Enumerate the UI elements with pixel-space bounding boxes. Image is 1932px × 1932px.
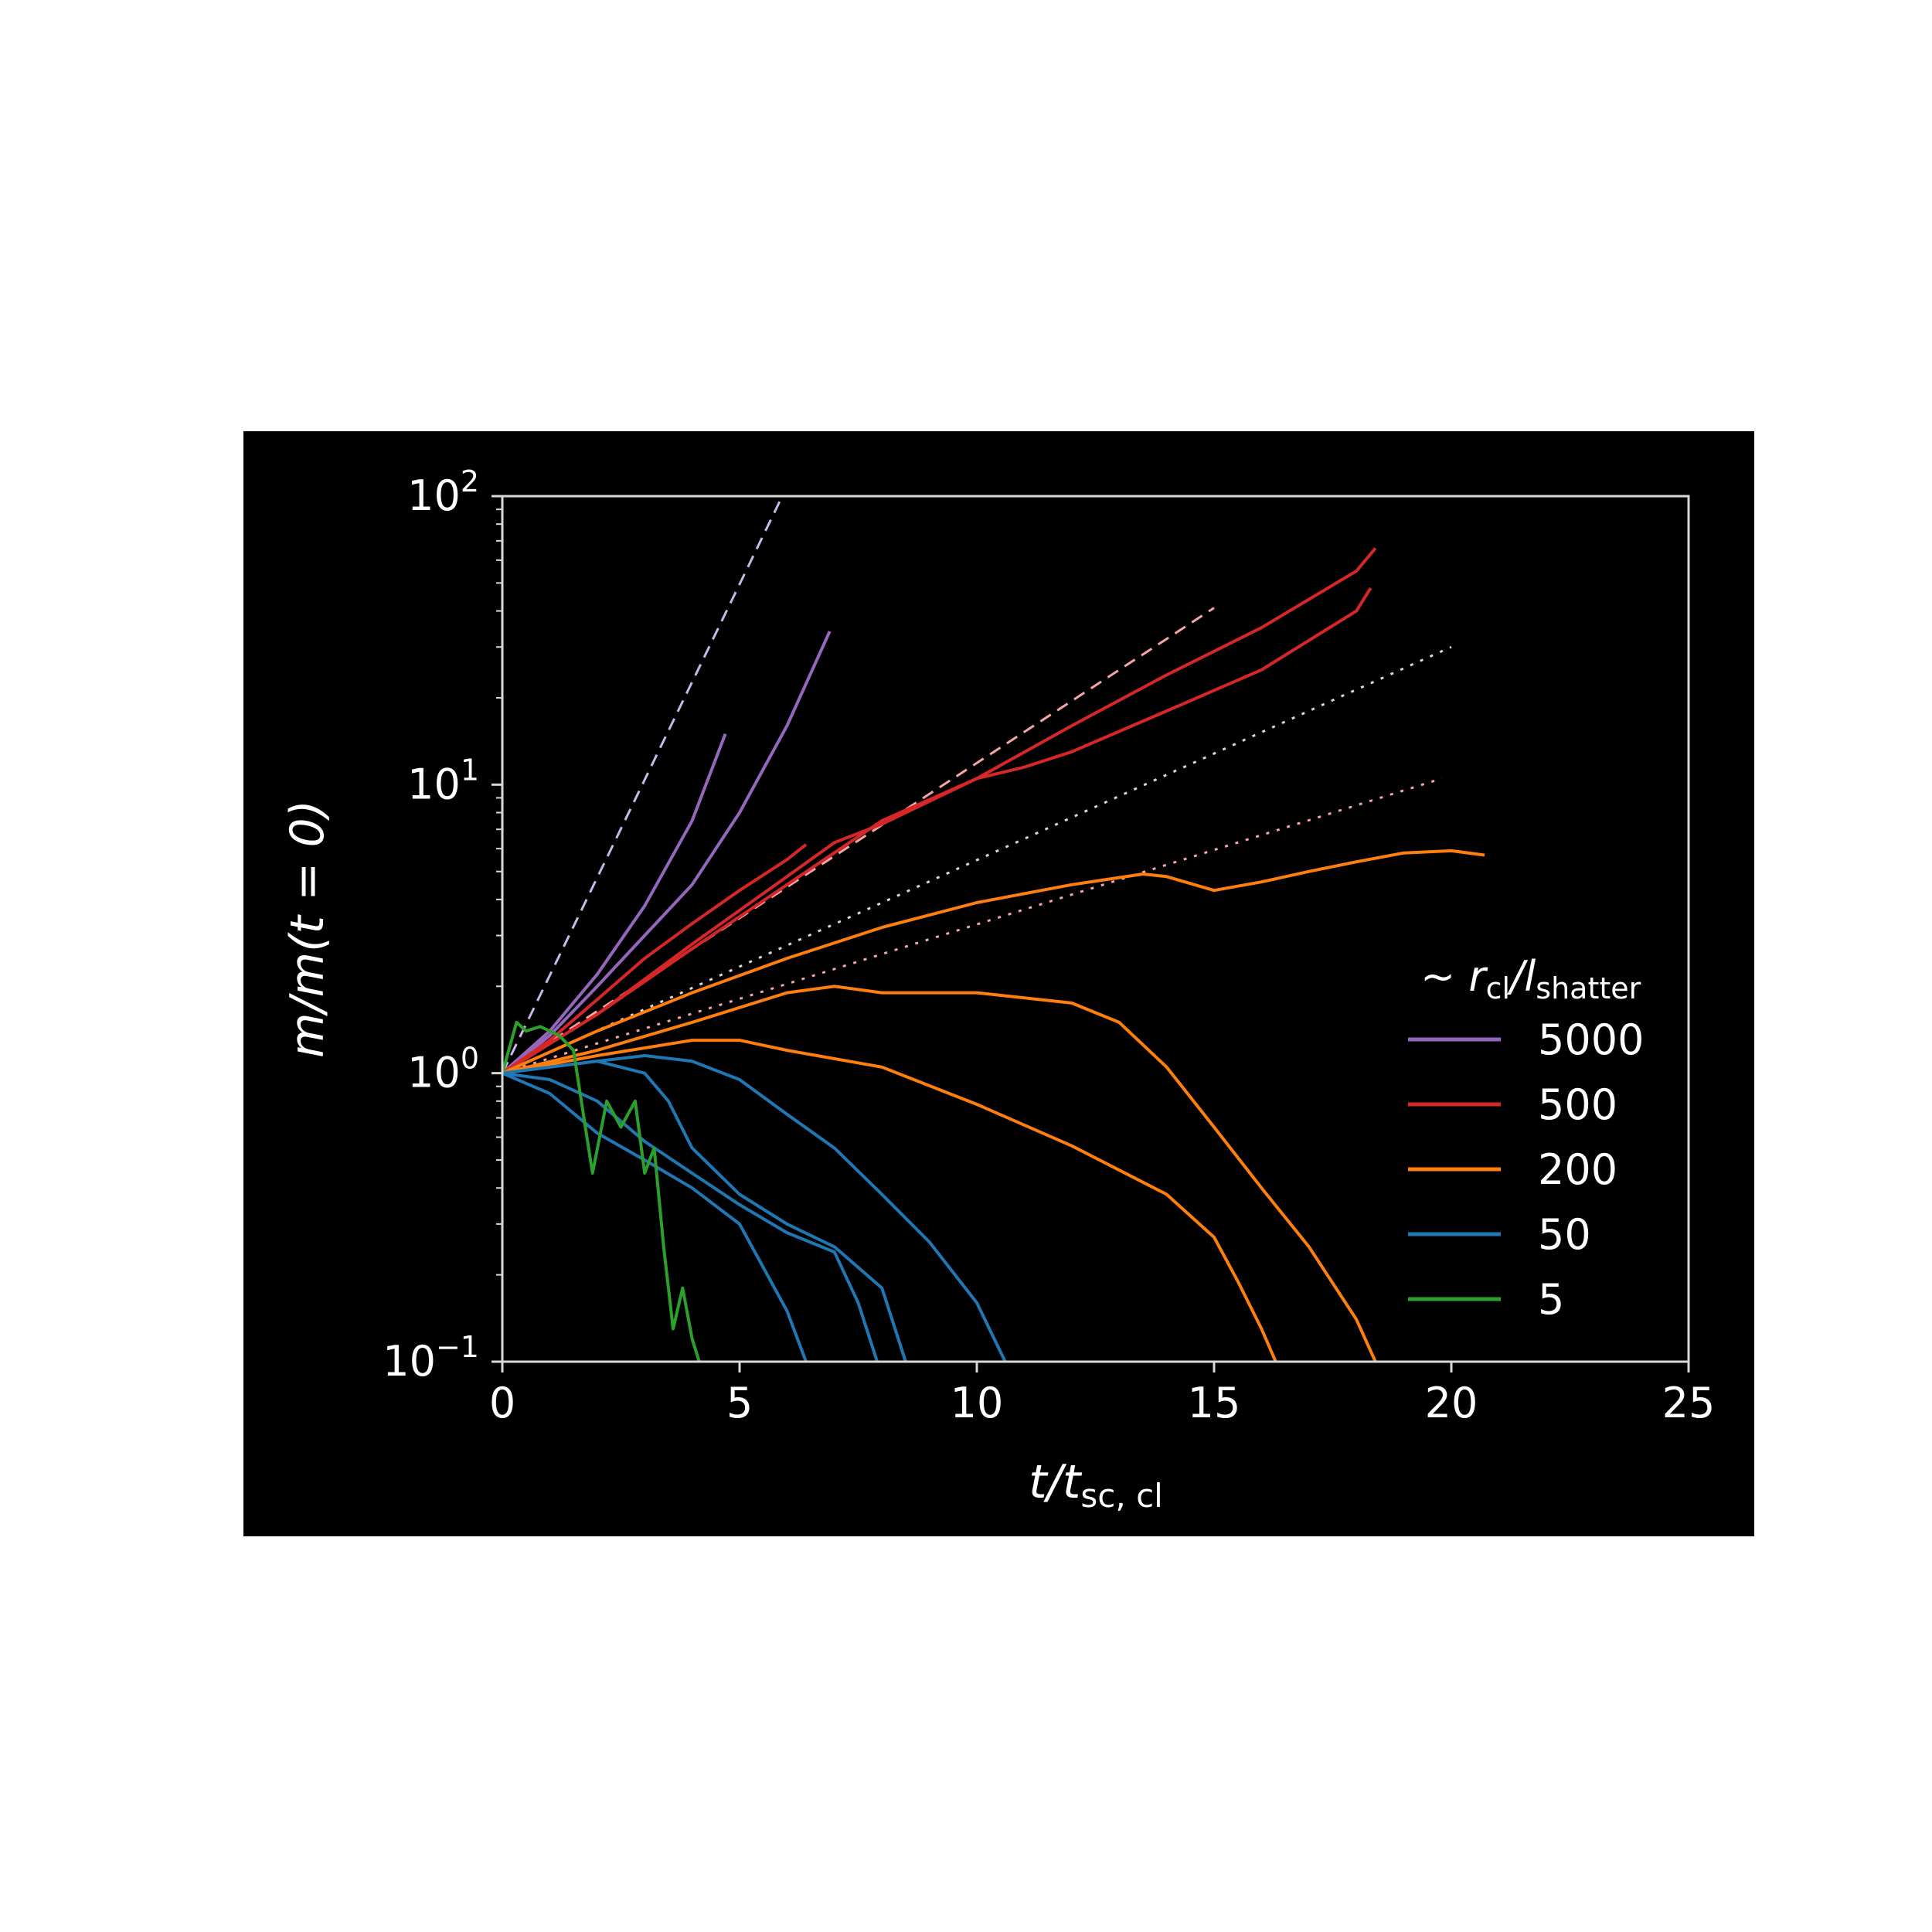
y-tick-label-0: 10−1 [383,1330,479,1386]
reference-line-4 [502,777,1443,1075]
y-tick-label-2: 101 [407,753,479,808]
series-line-5-13 [502,1020,701,1362]
x-tick-label-10: 10 [951,1379,1004,1427]
x-axis-label-sub: sc, cl [1080,1477,1162,1515]
series-line-500-5 [502,587,1372,1075]
y-tick-label-3: 102 [407,464,479,520]
plot-frame [501,495,1690,1363]
y-tick-label-1: 100 [407,1042,479,1097]
legend-label-5000: 5000 [1538,1015,1644,1064]
plot-area [502,496,1485,1362]
reference-line-1 [502,496,784,1074]
y-axis-label: m/m(t = 0) [281,800,335,1058]
legend: ~ rcl/lshatter 5000 500 200 50 5 [1408,952,1644,1324]
legend-title-l: /l [1507,952,1536,1001]
legend-title-l-sub: shatter [1536,971,1641,1005]
x-tick-label-5: 5 [726,1379,753,1427]
series-line-50-12 [502,1071,808,1362]
x-tick-label-15: 15 [1188,1379,1241,1427]
legend-label-500: 500 [1538,1080,1617,1129]
series-line-5000-2 [502,631,832,1075]
x-axis-label: t/tsc, cl [1029,1455,1163,1515]
legend-title-r: r [1468,952,1488,1001]
axes: 0 5 10 15 20 25 10−1 100 101 102 [383,464,1715,1427]
series-line-200-6 [502,849,1485,1075]
legend-title-prefix: ~ [1420,952,1468,1001]
legend-title: ~ rcl/lshatter [1420,952,1641,1005]
series-line-200-8 [502,1039,1277,1362]
legend-label-50: 50 [1538,1210,1591,1259]
series-line-500-4 [502,547,1377,1075]
series-line-200-7 [502,985,1377,1362]
legend-title-r-sub: cl [1486,971,1510,1005]
legend-label-5: 5 [1538,1275,1564,1324]
x-tick-label-0: 0 [489,1379,515,1427]
x-tick-label-25: 25 [1662,1379,1716,1427]
figure-background [243,431,1754,1536]
series-line-50-11 [502,1071,879,1362]
series-line-50-10 [502,1060,907,1362]
x-tick-label-20: 20 [1425,1379,1478,1427]
legend-label-200: 200 [1538,1145,1617,1194]
series-line-5000-1 [502,733,727,1075]
x-axis-label-main: t/t [1029,1455,1083,1509]
reference-line-3 [502,645,1452,1075]
